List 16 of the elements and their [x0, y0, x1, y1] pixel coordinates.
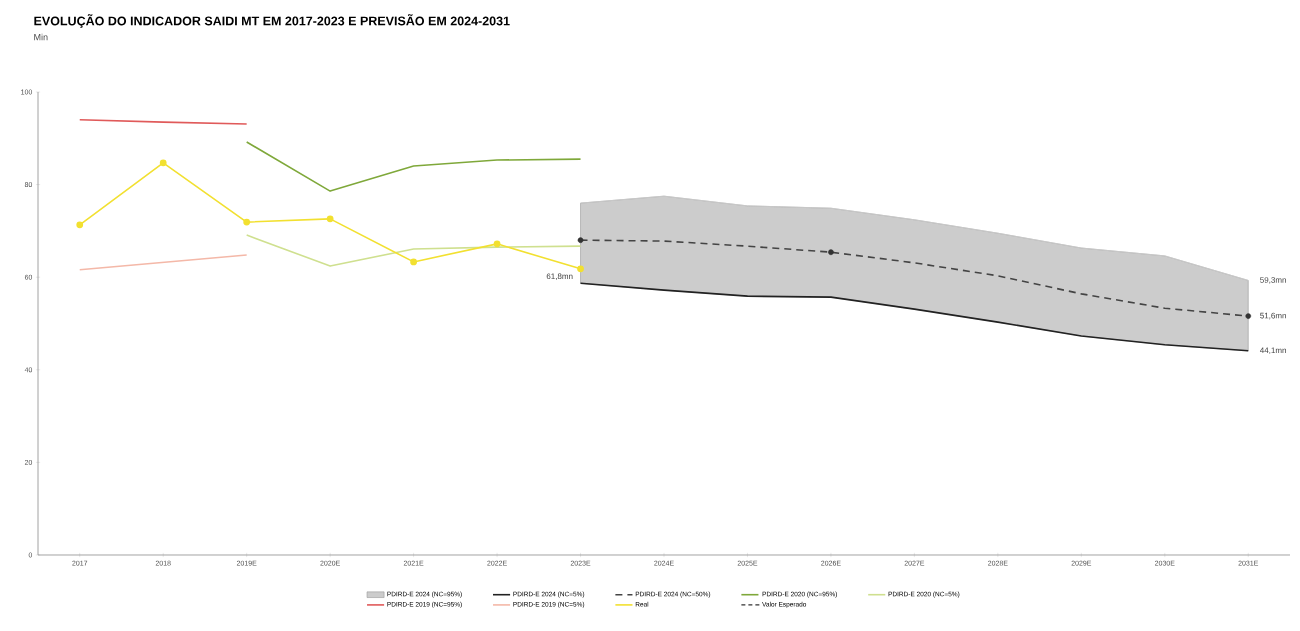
- annotation: 44,1mn: [1259, 347, 1286, 355]
- point: [243, 218, 251, 226]
- line-series: [245, 234, 582, 267]
- annotation: 51,6mn: [1260, 312, 1286, 320]
- point: [326, 215, 334, 223]
- annotation: 61,8mn: [546, 273, 573, 280]
- chart-title: EVOLUÇÃO DO INDICADOR SAIDI MT EM 2017-2023 E PREVISÃO EM 2024-2031: [34, 14, 510, 28]
- point: [577, 265, 584, 273]
- line-series: [245, 141, 582, 192]
- annotation: 59,3mn: [1260, 277, 1286, 284]
- point: [159, 159, 167, 167]
- point: [76, 221, 84, 229]
- line-series: [579, 282, 1250, 352]
- point: [493, 240, 501, 248]
- chart-subtitle: Min: [34, 33, 48, 41]
- point: [410, 258, 418, 266]
